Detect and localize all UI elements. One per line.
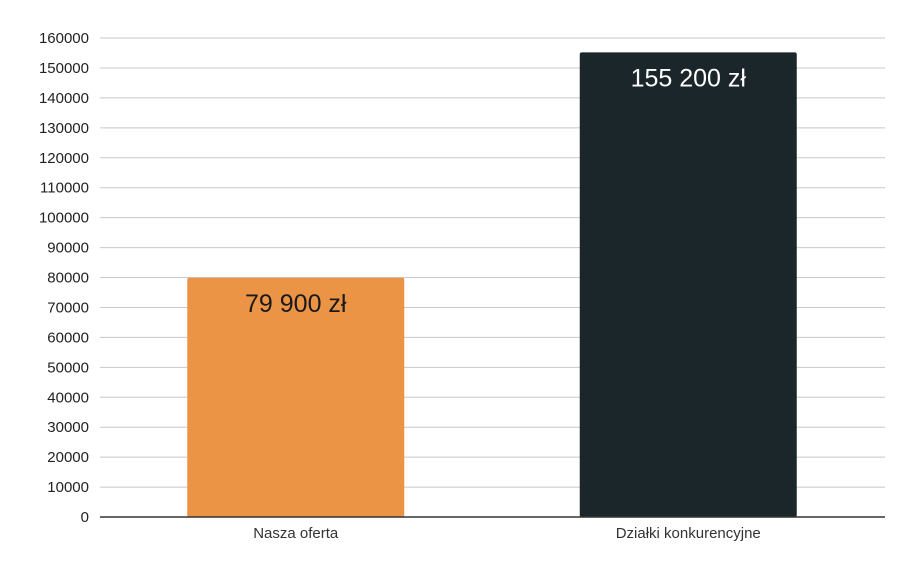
y-tick-label: 110000 (40, 180, 89, 197)
bar-value-label: 79 900 zł (245, 290, 347, 318)
y-tick-label: 20000 (47, 449, 89, 466)
y-axis-ticks: 0 10000 20000 30000 40000 50000 60000 70000 8000… (39, 30, 89, 526)
y-tick-label: 40000 (47, 389, 89, 406)
y-tick-label: 30000 (47, 419, 89, 436)
y-tick-label: 0 (81, 509, 89, 526)
bar (187, 277, 405, 517)
bar-value-label: 155 200 zł (631, 64, 747, 92)
y-tick-label: 160000 (39, 30, 89, 47)
y-tick-label: 140000 (39, 90, 89, 107)
y-tick-label: 60000 (47, 329, 89, 346)
y-tick-label: 90000 (47, 240, 89, 257)
y-tick-label: 150000 (39, 60, 89, 77)
y-tick-label: 80000 (47, 270, 89, 287)
y-tick-label: 130000 (39, 120, 89, 137)
x-category-label: Działki konkurencyjne (616, 525, 761, 542)
y-tick-label: 50000 (47, 359, 89, 376)
y-tick-label: 70000 (47, 299, 89, 316)
bars: 79 900 zł 155 200 zł (187, 52, 797, 518)
y-tick-label: 120000 (39, 150, 89, 167)
x-category-label: Nasza oferta (253, 525, 339, 542)
y-tick-label: 100000 (39, 210, 89, 227)
bar (579, 52, 797, 518)
x-axis-labels: Nasza oferta Działki konkurencyjne (253, 525, 761, 542)
y-tick-label: 10000 (47, 479, 89, 496)
